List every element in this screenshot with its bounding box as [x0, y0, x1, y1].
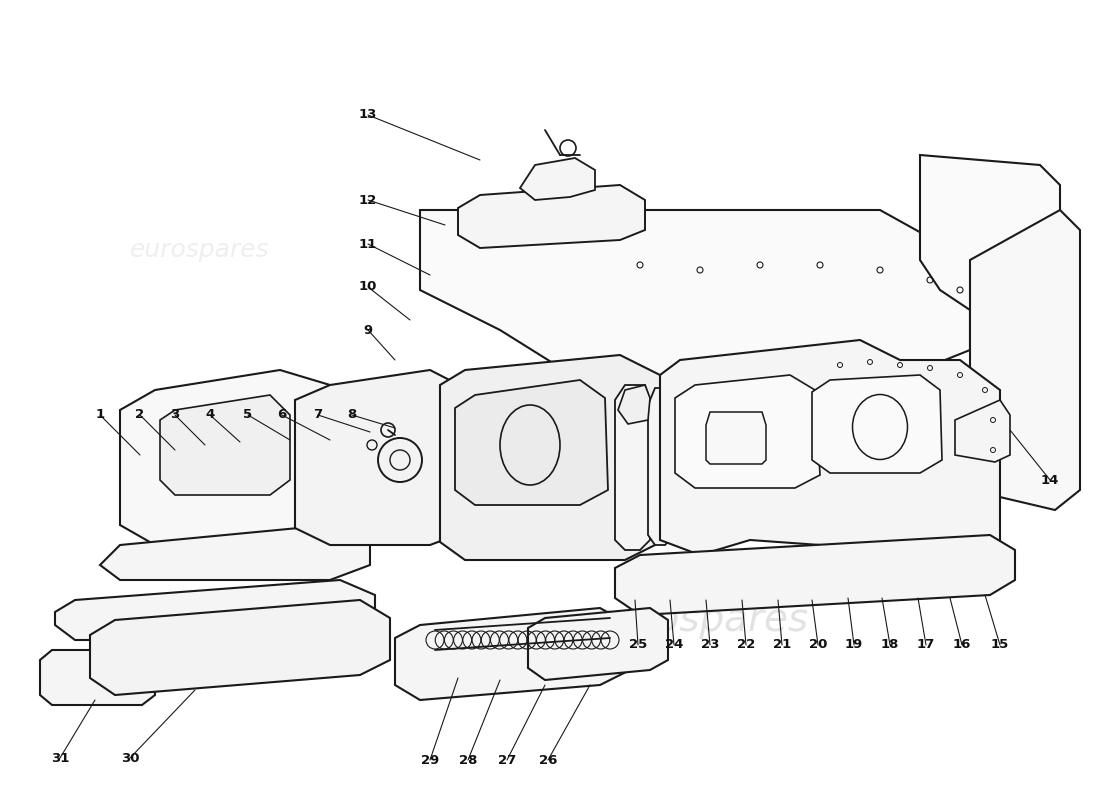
- Text: 19: 19: [845, 638, 864, 651]
- Polygon shape: [395, 608, 630, 700]
- Polygon shape: [970, 210, 1080, 510]
- Text: eurospares: eurospares: [130, 238, 270, 262]
- Text: 13: 13: [359, 109, 377, 122]
- Polygon shape: [660, 340, 1000, 560]
- Polygon shape: [618, 385, 650, 424]
- Text: 12: 12: [359, 194, 377, 206]
- Text: 15: 15: [991, 638, 1009, 651]
- Polygon shape: [40, 650, 155, 705]
- Text: 25: 25: [629, 638, 647, 651]
- Polygon shape: [120, 370, 370, 550]
- Text: 20: 20: [808, 638, 827, 651]
- Text: 1: 1: [96, 409, 104, 422]
- Polygon shape: [160, 395, 290, 495]
- Polygon shape: [528, 608, 668, 680]
- Polygon shape: [295, 370, 470, 545]
- Text: 26: 26: [539, 754, 558, 766]
- Polygon shape: [420, 210, 970, 395]
- Text: 28: 28: [459, 754, 477, 766]
- Text: 16: 16: [953, 638, 971, 651]
- Polygon shape: [455, 380, 608, 505]
- Text: 6: 6: [277, 409, 287, 422]
- Polygon shape: [648, 388, 675, 545]
- Text: 29: 29: [421, 754, 439, 766]
- Polygon shape: [55, 580, 375, 640]
- Text: 2: 2: [135, 409, 144, 422]
- Text: 4: 4: [206, 409, 214, 422]
- Text: 24: 24: [664, 638, 683, 651]
- Polygon shape: [812, 375, 942, 473]
- Text: 21: 21: [773, 638, 791, 651]
- Polygon shape: [675, 375, 820, 488]
- Text: 9: 9: [363, 323, 373, 337]
- Text: eurospares: eurospares: [121, 461, 339, 499]
- Text: 30: 30: [121, 751, 140, 765]
- Text: eurospares: eurospares: [121, 601, 339, 639]
- Text: 14: 14: [1041, 474, 1059, 486]
- Text: 18: 18: [881, 638, 899, 651]
- Text: 11: 11: [359, 238, 377, 250]
- Polygon shape: [920, 155, 1060, 310]
- Text: 17: 17: [917, 638, 935, 651]
- Text: 22: 22: [737, 638, 755, 651]
- Text: eurospares: eurospares: [630, 238, 770, 262]
- Polygon shape: [520, 158, 595, 200]
- Text: 8: 8: [348, 409, 356, 422]
- Polygon shape: [615, 535, 1015, 615]
- Text: 3: 3: [170, 409, 179, 422]
- Polygon shape: [100, 525, 370, 580]
- Text: eurospares: eurospares: [502, 461, 718, 499]
- Polygon shape: [458, 185, 645, 248]
- Text: 7: 7: [314, 409, 322, 422]
- Polygon shape: [615, 385, 650, 550]
- Text: 23: 23: [701, 638, 719, 651]
- Polygon shape: [955, 400, 1010, 462]
- Text: 5: 5: [243, 409, 253, 422]
- Text: eurospares: eurospares: [592, 601, 808, 639]
- Polygon shape: [706, 412, 766, 464]
- Text: 27: 27: [498, 754, 516, 766]
- Text: 31: 31: [51, 751, 69, 765]
- Polygon shape: [90, 600, 390, 695]
- Text: 10: 10: [359, 281, 377, 294]
- Polygon shape: [440, 355, 666, 560]
